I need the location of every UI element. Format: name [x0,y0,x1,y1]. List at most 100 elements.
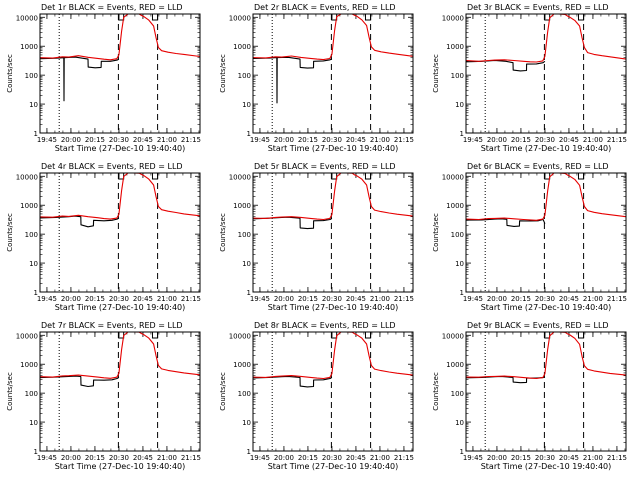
y-tick-label: 100 [25,72,38,80]
panel-det-5: Det 5r BLACK = Events, RED = LLD Counts/s… [219,162,414,312]
x-tick-label: 21:15 [607,295,627,303]
x-tick-label: 19:45 [37,295,57,303]
plot-frame [39,172,201,293]
y-tick-label: 1 [34,448,38,456]
x-axis-label: Start Time (27-Dec-10 19:40:40) [481,462,612,471]
attenuator-marker [577,14,585,21]
plot-frame [465,13,627,134]
x-tick-label: 20:15 [85,136,105,144]
series-line-events [252,375,333,388]
y-tick-label: 100 [238,390,251,398]
y-axis-label: Counts/sec [219,213,227,252]
attenuator-marker [544,332,551,339]
x-tick-label: 21:15 [181,136,201,144]
x-tick-label: 20:15 [85,295,105,303]
x-tick-label: 20:00 [274,454,294,462]
x-tick-label: 20:30 [109,295,129,303]
y-tick-label: 100 [25,390,38,398]
panel-title: Det 6r BLACK = Events, RED = LLD [467,162,609,171]
y-tick-label: 1000 [233,202,251,210]
x-tick-label: 21:00 [157,454,177,462]
attenuator-marker [151,14,159,21]
attenuator-marker [577,173,585,180]
y-axis-label: Counts/sec [6,213,14,252]
attenuator-marker [151,332,159,339]
x-tick-label: 20:00 [487,295,507,303]
y-tick-label: 1 [247,130,251,138]
y-tick-label: 10000 [16,332,38,340]
y-tick-label: 100 [451,390,464,398]
x-tick-label: 20:15 [85,454,105,462]
x-tick-label: 20:45 [133,136,153,144]
y-tick-label: 10 [455,260,464,268]
y-tick-label: 10000 [16,14,38,22]
x-tick-label: 20:00 [61,454,81,462]
panel-det-6: Det 6r BLACK = Events, RED = LLD Counts/s… [432,162,627,312]
x-tick-label: 20:00 [274,295,294,303]
y-axis-label: Counts/sec [219,54,227,93]
x-tick-label: 20:30 [535,295,555,303]
x-tick-label: 20:30 [535,454,555,462]
panel-title: Det 7r BLACK = Events, RED = LLD [41,321,183,330]
panel-det-9: Det 9r BLACK = Events, RED = LLD Counts/s… [432,321,627,471]
y-axis-label: Counts/sec [219,372,227,411]
panel-title: Det 4r BLACK = Events, RED = LLD [41,162,183,171]
y-tick-label: 1000 [20,202,38,210]
x-axis-label: Start Time (27-Dec-10 19:40:40) [55,144,186,153]
x-axis-label: Start Time (27-Dec-10 19:40:40) [268,303,399,312]
y-tick-label: 1 [247,289,251,297]
x-tick-label: 21:00 [583,136,603,144]
plot-frame [252,13,414,134]
x-tick-label: 20:15 [298,454,318,462]
panel-title: Det 2r BLACK = Events, RED = LLD [254,3,396,12]
series-line-events [39,375,120,388]
x-tick-label: 19:45 [250,136,270,144]
x-tick-label: 20:00 [274,136,294,144]
panel-title: Det 8r BLACK = Events, RED = LLD [254,321,396,330]
panel-grid: Det 1r BLACK = Events, RED = LLD Counts/s… [6,3,627,471]
y-tick-label: 10 [242,101,251,109]
x-tick-label: 19:45 [250,454,270,462]
x-tick-label: 20:00 [487,454,507,462]
plot-frame [465,331,627,452]
y-tick-label: 1000 [233,43,251,51]
panel-det-3: Det 3r BLACK = Events, RED = LLD Counts/s… [432,3,627,153]
y-tick-label: 1000 [20,361,38,369]
y-tick-label: 10 [242,260,251,268]
panel-det-7: Det 7r BLACK = Events, RED = LLD Counts/s… [6,321,201,471]
panel-det-2: Det 2r BLACK = Events, RED = LLD Counts/s… [219,3,414,153]
y-tick-label: 1000 [446,202,464,210]
x-tick-label: 21:00 [157,136,177,144]
plot-frame [465,172,627,293]
x-tick-label: 20:00 [61,295,81,303]
panel-title: Det 5r BLACK = Events, RED = LLD [254,162,396,171]
x-axis-label: Start Time (27-Dec-10 19:40:40) [268,144,399,153]
y-tick-label: 10000 [229,173,251,181]
y-tick-label: 1000 [446,43,464,51]
attenuator-marker [577,332,585,339]
y-axis-label: Counts/sec [6,54,14,93]
x-tick-label: 21:15 [394,136,414,144]
panel-title: Det 3r BLACK = Events, RED = LLD [467,3,609,12]
x-tick-label: 20:30 [109,136,129,144]
y-tick-label: 10000 [442,14,464,22]
y-tick-label: 10 [455,101,464,109]
plot-frame [252,172,414,293]
y-tick-label: 10 [242,419,251,427]
x-axis-label: Start Time (27-Dec-10 19:40:40) [55,462,186,471]
x-axis-label: Start Time (27-Dec-10 19:40:40) [481,144,612,153]
y-tick-label: 100 [238,72,251,80]
attenuator-marker [364,14,372,21]
x-tick-label: 20:45 [133,454,153,462]
x-tick-label: 21:15 [181,454,201,462]
y-tick-label: 1 [247,448,251,456]
x-tick-label: 21:00 [370,136,390,144]
series-line-events [252,56,333,104]
plot-frame [252,331,414,452]
x-tick-label: 20:30 [322,295,342,303]
y-tick-label: 1 [460,448,464,456]
y-tick-label: 10 [29,101,38,109]
y-tick-label: 10 [29,260,38,268]
